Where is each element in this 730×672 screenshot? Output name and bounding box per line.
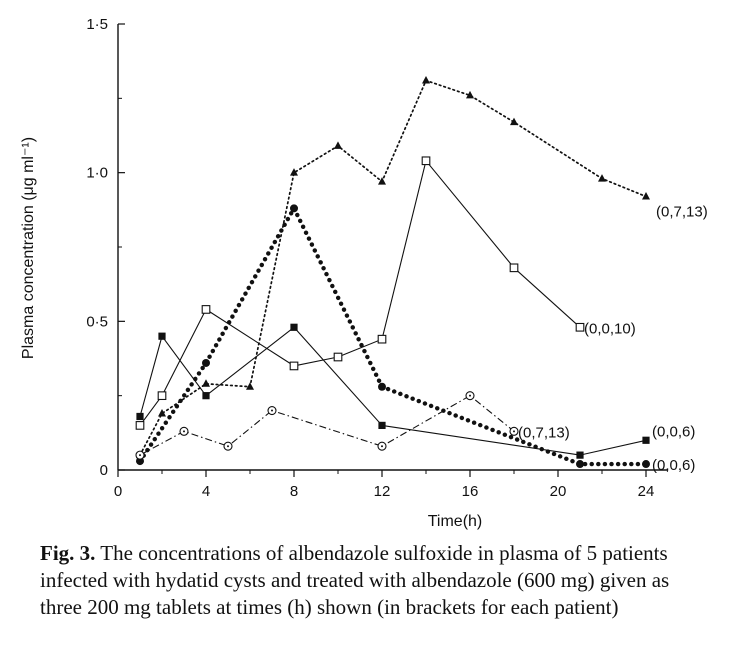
x-tick-label: 20 xyxy=(550,483,567,500)
figure-caption-text: The concentrations of albendazole sulfox… xyxy=(40,541,670,619)
data-point-filled-square xyxy=(202,392,210,400)
chart-series: (0,7,13) (0,0,10) (0,0,6) (0,0,6) (0,7,13) xyxy=(135,75,708,474)
series-line xyxy=(139,79,647,456)
data-point-filled-square xyxy=(642,436,650,444)
data-point-center-dot xyxy=(513,430,515,433)
series-end-label: (0,0,10) xyxy=(584,320,636,337)
data-point-open-square xyxy=(201,305,211,314)
data-point-triangle xyxy=(246,382,254,390)
data-point-triangle xyxy=(202,379,210,387)
data-point-open-square xyxy=(377,334,387,344)
x-tick-label: 8 xyxy=(290,483,298,500)
x-tick-label: 16 xyxy=(462,483,479,500)
series-group: (0,0,6) xyxy=(136,204,695,474)
series-end-label: (0,7,13) xyxy=(518,424,570,441)
data-point-triangle xyxy=(466,90,474,99)
series-line xyxy=(139,395,515,456)
data-point-triangle xyxy=(334,141,342,149)
data-point-filled-square xyxy=(378,421,386,429)
data-point-center-dot xyxy=(469,394,471,397)
data-point-open-square xyxy=(333,352,343,362)
data-point-filled-square xyxy=(290,323,298,331)
data-point-center-dot xyxy=(183,430,185,433)
x-tick-label: 4 xyxy=(202,483,210,500)
data-point-triangle xyxy=(158,409,166,417)
series-end-label: (0,7,13) xyxy=(656,203,708,220)
data-point-filled-circle xyxy=(378,382,386,391)
figure-caption: Fig. 3. The concentrations of albendazol… xyxy=(40,540,690,621)
series-end-label: (0,0,6) xyxy=(652,457,695,474)
data-point-center-dot xyxy=(139,454,141,457)
x-tick-label: 0 xyxy=(114,483,122,500)
data-point-open-square xyxy=(135,421,145,430)
chart-axes: 0 4 8 12 16 20 24 0 0·5 1·0 1·5 xyxy=(86,16,668,500)
data-point-center-dot xyxy=(227,445,229,448)
series-group: (0,7,13) xyxy=(135,391,570,460)
x-tick-label: 24 xyxy=(638,483,655,500)
data-point-center-dot xyxy=(381,445,383,448)
data-point-filled-circle xyxy=(202,358,210,367)
data-point-filled-square xyxy=(136,412,144,421)
series-group: (0,7,13) xyxy=(136,75,708,459)
y-axis-title: Plasma concentration (μg ml⁻¹) xyxy=(20,137,37,359)
series-group: (0,0,10) xyxy=(135,156,636,430)
series-line xyxy=(137,206,649,467)
series-end-label: (0,0,6) xyxy=(652,423,695,440)
data-point-filled-circle xyxy=(576,460,584,469)
data-point-open-square xyxy=(509,263,519,273)
x-tick-label: 12 xyxy=(374,483,391,500)
data-point-open-square xyxy=(289,361,299,371)
data-point-center-dot xyxy=(271,409,273,412)
data-point-triangle xyxy=(422,75,430,84)
x-axis-title: Time(h) xyxy=(428,513,483,530)
data-point-open-square xyxy=(421,156,431,166)
y-tick-label: 0 xyxy=(100,462,108,479)
data-point-filled-square xyxy=(158,332,166,340)
data-point-triangle xyxy=(290,168,298,176)
data-point-triangle xyxy=(510,117,518,126)
data-point-triangle xyxy=(378,177,386,185)
data-point-filled-circle xyxy=(642,460,650,469)
data-point-triangle xyxy=(642,191,650,200)
data-point-filled-square xyxy=(576,451,584,459)
data-point-open-square xyxy=(157,391,167,401)
data-point-open-square xyxy=(575,322,585,332)
data-point-triangle xyxy=(598,174,606,182)
y-tick-label: 0·5 xyxy=(86,313,108,330)
y-tick-label: 1·0 xyxy=(86,165,108,182)
series-group: (0,0,6) xyxy=(136,323,695,459)
figure-label: Fig. 3. xyxy=(40,541,96,565)
data-point-filled-circle xyxy=(290,204,298,213)
y-tick-label: 1·5 xyxy=(86,16,108,33)
